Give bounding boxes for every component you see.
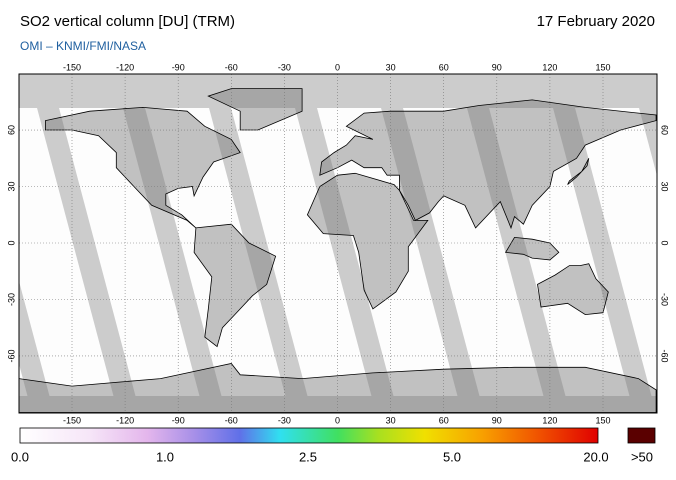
lat-tick-label: -60 bbox=[660, 349, 670, 362]
lon-tick-label: 150 bbox=[595, 62, 610, 72]
polar-night-south bbox=[19, 396, 657, 413]
land-outline bbox=[319, 99, 657, 230]
credit: OMI – KNMI/FMI/NASA bbox=[20, 39, 146, 53]
orbit-gap bbox=[286, 74, 398, 413]
land-outline bbox=[306, 172, 429, 310]
lat-tick-label: -60 bbox=[6, 349, 16, 362]
lat-tick-label: 60 bbox=[660, 125, 670, 135]
lat-tick-label: 30 bbox=[6, 182, 16, 192]
colorbar-label: 0.0 bbox=[11, 449, 29, 464]
land-outline bbox=[45, 106, 241, 229]
lat-tick-label: 0 bbox=[660, 240, 670, 245]
orbit-gap bbox=[28, 74, 140, 413]
land-outline bbox=[19, 363, 657, 413]
lon-tick-label: -150 bbox=[63, 62, 81, 72]
lon-tick-label: 90 bbox=[492, 415, 502, 425]
lon-tick-label: 120 bbox=[542, 415, 557, 425]
graticule bbox=[19, 74, 657, 413]
lon-tick-label: -90 bbox=[172, 62, 185, 72]
lon-tick-label: 0 bbox=[335, 415, 340, 425]
date: 17 February 2020 bbox=[537, 13, 655, 30]
lon-tick-label: 60 bbox=[439, 62, 449, 72]
land-outline bbox=[537, 263, 609, 316]
lat-tick-label: 60 bbox=[6, 125, 16, 135]
orbit-gaps bbox=[19, 74, 657, 413]
colorbar-label: 1.0 bbox=[156, 449, 174, 464]
lon-tick-label: -120 bbox=[116, 62, 134, 72]
lon-tick-label: -30 bbox=[278, 415, 291, 425]
colorbar-label: 2.5 bbox=[299, 449, 317, 464]
lon-tick-label: -30 bbox=[278, 62, 291, 72]
lat-tick-label: -30 bbox=[6, 293, 16, 306]
colorbar-label: >50 bbox=[631, 449, 653, 464]
lat-tick-label: 0 bbox=[6, 240, 16, 245]
land-outline bbox=[207, 88, 303, 131]
orbit-gap bbox=[544, 74, 656, 413]
polar-night-north bbox=[19, 74, 657, 108]
map-frame bbox=[18, 73, 658, 414]
lon-tick-label: 30 bbox=[386, 415, 396, 425]
lon-tick-label: -60 bbox=[225, 62, 238, 72]
lon-tick-label: -60 bbox=[225, 415, 238, 425]
orbit-gap bbox=[114, 74, 226, 413]
land bbox=[19, 88, 657, 413]
land-outline bbox=[504, 236, 560, 261]
land-outline bbox=[567, 158, 590, 185]
lon-tick-label: 60 bbox=[439, 415, 449, 425]
colorbar-overflow bbox=[627, 427, 656, 444]
lon-tick-label: 30 bbox=[386, 62, 396, 72]
orbit-gap bbox=[458, 74, 570, 413]
lon-tick-label: 120 bbox=[542, 62, 557, 72]
land-outline bbox=[193, 223, 277, 348]
orbit-gap bbox=[200, 74, 312, 413]
lon-tick-label: 90 bbox=[492, 62, 502, 72]
map bbox=[19, 74, 657, 413]
lon-tick-label: 150 bbox=[595, 415, 610, 425]
colorbar bbox=[19, 427, 599, 444]
colorbar-label: 20.0 bbox=[583, 449, 608, 464]
colorbar-label: 5.0 bbox=[443, 449, 461, 464]
title: SO2 vertical column [DU] (TRM) bbox=[20, 13, 235, 30]
orbit-gap bbox=[372, 74, 484, 413]
lon-tick-label: -120 bbox=[116, 415, 134, 425]
lat-tick-label: 30 bbox=[660, 182, 670, 192]
lon-tick-label: 0 bbox=[335, 62, 340, 72]
lon-tick-label: -90 bbox=[172, 415, 185, 425]
lon-tick-label: -150 bbox=[63, 415, 81, 425]
lat-tick-label: -30 bbox=[660, 293, 670, 306]
ticks: -150 -150 -120 -120 -90 -90 -60 -60 -30 -30 0 0 30 30… bbox=[6, 62, 669, 425]
